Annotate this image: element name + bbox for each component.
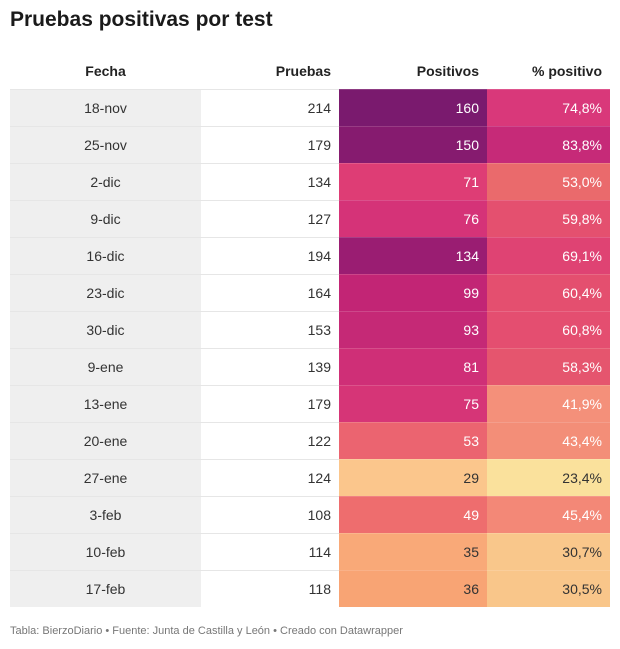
table-row: 23-dic 164 99 60,4% [10, 273, 610, 311]
cell-pruebas: 214 [201, 88, 339, 126]
cell-pruebas: 134 [201, 162, 339, 200]
cell-pruebas: 179 [201, 125, 339, 163]
cell-positivos: 35 [339, 532, 487, 570]
cell-positivos: 49 [339, 495, 487, 533]
cell-positivos: 134 [339, 236, 487, 274]
cell-pct-positivo: 74,8% [487, 88, 610, 126]
column-header-positivos[interactable]: Positivos [416, 62, 479, 79]
table-body: 18-nov 214 160 74,8% 25-nov 179 150 83,8% 2-dic 1… [10, 88, 610, 607]
cell-fecha: 23-dic [10, 273, 201, 311]
cell-pct-positivo: 59,8% [487, 199, 610, 237]
column-header-fecha[interactable]: Fecha [85, 62, 126, 79]
table-row: 16-dic 194 134 69,1% [10, 236, 610, 274]
table-header-row: Fecha Pruebas Positivos % positivo [10, 53, 610, 89]
cell-pruebas: 179 [201, 384, 339, 422]
cell-pct-positivo: 30,7% [487, 532, 610, 570]
cell-pct-positivo: 60,4% [487, 273, 610, 311]
cell-pruebas: 122 [201, 421, 339, 459]
table-row: 2-dic 134 71 53,0% [10, 162, 610, 200]
cell-fecha: 30-dic [10, 310, 201, 348]
data-table: Fecha Pruebas Positivos % positivo 18-no… [10, 53, 610, 607]
cell-fecha: 20-ene [10, 421, 201, 459]
table-row: 27-ene 124 29 23,4% [10, 458, 610, 496]
table-row: 13-ene 179 75 41,9% [10, 384, 610, 422]
cell-fecha: 17-feb [10, 569, 201, 607]
cell-fecha: 9-ene [10, 347, 201, 385]
cell-fecha: 16-dic [10, 236, 201, 274]
cell-positivos: 93 [339, 310, 487, 348]
table-row: 25-nov 179 150 83,8% [10, 125, 610, 163]
table-row: 18-nov 214 160 74,8% [10, 88, 610, 126]
table-row: 17-feb 118 36 30,5% [10, 569, 610, 607]
table-row: 9-ene 139 81 58,3% [10, 347, 610, 385]
cell-pct-positivo: 69,1% [487, 236, 610, 274]
cell-positivos: 36 [339, 569, 487, 607]
cell-fecha: 13-ene [10, 384, 201, 422]
cell-pruebas: 164 [201, 273, 339, 311]
cell-positivos: 75 [339, 384, 487, 422]
cell-pruebas: 118 [201, 569, 339, 607]
cell-pruebas: 108 [201, 495, 339, 533]
table-title: Pruebas positivas por test [10, 8, 273, 31]
table-row: 10-feb 114 35 30,7% [10, 532, 610, 570]
cell-pruebas: 194 [201, 236, 339, 274]
table-row: 20-ene 122 53 43,4% [10, 421, 610, 459]
cell-fecha: 10-feb [10, 532, 201, 570]
table-row: 9-dic 127 76 59,8% [10, 199, 610, 237]
table-row: 3-feb 108 49 45,4% [10, 495, 610, 533]
cell-positivos: 71 [339, 162, 487, 200]
cell-pct-positivo: 83,8% [487, 125, 610, 163]
cell-pct-positivo: 30,5% [487, 569, 610, 607]
cell-fecha: 25-nov [10, 125, 201, 163]
cell-positivos: 29 [339, 458, 487, 496]
cell-positivos: 76 [339, 199, 487, 237]
cell-positivos: 53 [339, 421, 487, 459]
cell-positivos: 81 [339, 347, 487, 385]
cell-pct-positivo: 23,4% [487, 458, 610, 496]
cell-pruebas: 153 [201, 310, 339, 348]
footer-credits: Tabla: BierzoDiario • Fuente: Junta de C… [10, 625, 403, 637]
cell-fecha: 3-feb [10, 495, 201, 533]
cell-positivos: 99 [339, 273, 487, 311]
data-table-container: Fecha Pruebas Positivos % positivo 18-no… [10, 53, 610, 607]
column-header-pruebas[interactable]: Pruebas [275, 62, 331, 79]
cell-pruebas: 114 [201, 532, 339, 570]
cell-fecha: 18-nov [10, 88, 201, 126]
cell-pct-positivo: 58,3% [487, 347, 610, 385]
cell-pruebas: 139 [201, 347, 339, 385]
cell-pct-positivo: 41,9% [487, 384, 610, 422]
cell-pruebas: 124 [201, 458, 339, 496]
cell-positivos: 150 [339, 125, 487, 163]
cell-fecha: 2-dic [10, 162, 201, 200]
column-header-pct-positivo[interactable]: % positivo [531, 62, 602, 79]
cell-positivos: 160 [339, 88, 487, 126]
table-row: 30-dic 153 93 60,8% [10, 310, 610, 348]
cell-fecha: 27-ene [10, 458, 201, 496]
cell-pct-positivo: 53,0% [487, 162, 610, 200]
cell-pct-positivo: 60,8% [487, 310, 610, 348]
cell-pruebas: 127 [201, 199, 339, 237]
cell-pct-positivo: 45,4% [487, 495, 610, 533]
cell-pct-positivo: 43,4% [487, 421, 610, 459]
cell-fecha: 9-dic [10, 199, 201, 237]
